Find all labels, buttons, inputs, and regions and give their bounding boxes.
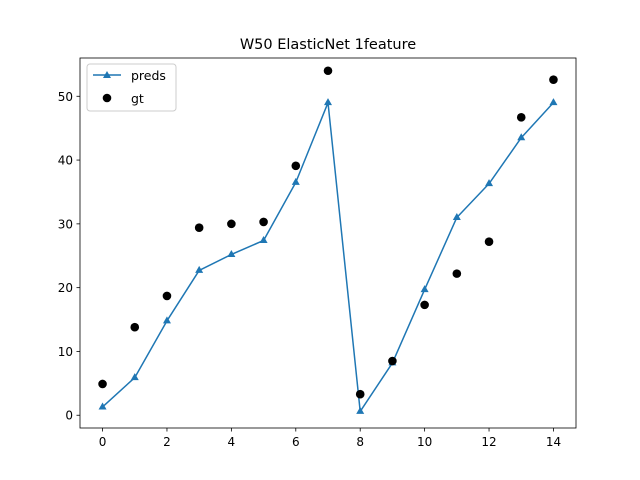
x-tick-label: 14 <box>546 435 561 449</box>
series-preds-point <box>195 265 204 273</box>
series-preds-point <box>452 212 461 220</box>
y-tick-label: 10 <box>58 345 73 359</box>
series-preds-point <box>227 249 236 257</box>
y-axis-ticks: 0 10 20 30 40 50 <box>58 90 80 423</box>
series-gt-point <box>549 75 558 84</box>
series-preds-point <box>485 179 494 187</box>
y-tick-label: 40 <box>58 154 73 168</box>
series-gt-point <box>162 291 172 301</box>
legend-gt-label: gt <box>131 91 144 106</box>
x-tick-label: 6 <box>292 435 300 449</box>
series-gt-point <box>130 322 140 332</box>
series-preds-point <box>324 98 332 106</box>
x-axis-ticks: 0 2 4 6 8 10 12 14 <box>99 428 561 449</box>
series-preds-point <box>517 133 526 141</box>
series-preds-point <box>162 316 171 324</box>
legend-preds-label: preds <box>131 68 166 83</box>
series-preds-point <box>130 373 139 381</box>
series-gt-point <box>98 379 107 389</box>
legend-preds-marker <box>103 71 111 78</box>
series-gt-point <box>388 356 397 366</box>
series-gt-point <box>291 161 301 171</box>
x-tick-label: 2 <box>163 435 171 449</box>
series-gt-point <box>452 269 462 278</box>
y-tick-label: 0 <box>65 409 73 423</box>
series-preds-point <box>259 235 268 243</box>
series-gt-point <box>516 113 526 122</box>
x-tick-label: 10 <box>417 435 432 449</box>
series-gt-point <box>227 219 236 229</box>
series-preds-point <box>420 285 429 293</box>
series-preds-point <box>98 402 107 410</box>
series-preds-point <box>356 406 365 414</box>
series-gt-point <box>420 300 429 310</box>
series-gt-point <box>484 237 494 247</box>
legend: preds gt <box>86 63 177 112</box>
x-tick-label: 4 <box>228 435 236 449</box>
series-gt-point <box>323 66 333 76</box>
series-gt-point <box>194 223 204 232</box>
series-gt-point <box>355 389 365 399</box>
axes-frame <box>79 57 577 429</box>
x-tick-label: 0 <box>99 435 107 449</box>
series-gt-point <box>259 217 268 227</box>
legend-gt-marker <box>102 93 112 103</box>
y-tick-label: 20 <box>58 281 73 295</box>
x-tick-label: 12 <box>481 435 496 449</box>
x-tick-label: 8 <box>356 435 364 449</box>
y-tick-label: 50 <box>58 90 73 104</box>
series-preds-point <box>549 98 558 106</box>
series-preds-point <box>291 177 300 185</box>
plot-area <box>98 66 558 414</box>
chart-title: W50 ElasticNet 1feature <box>240 37 416 53</box>
y-tick-label: 30 <box>58 217 73 231</box>
